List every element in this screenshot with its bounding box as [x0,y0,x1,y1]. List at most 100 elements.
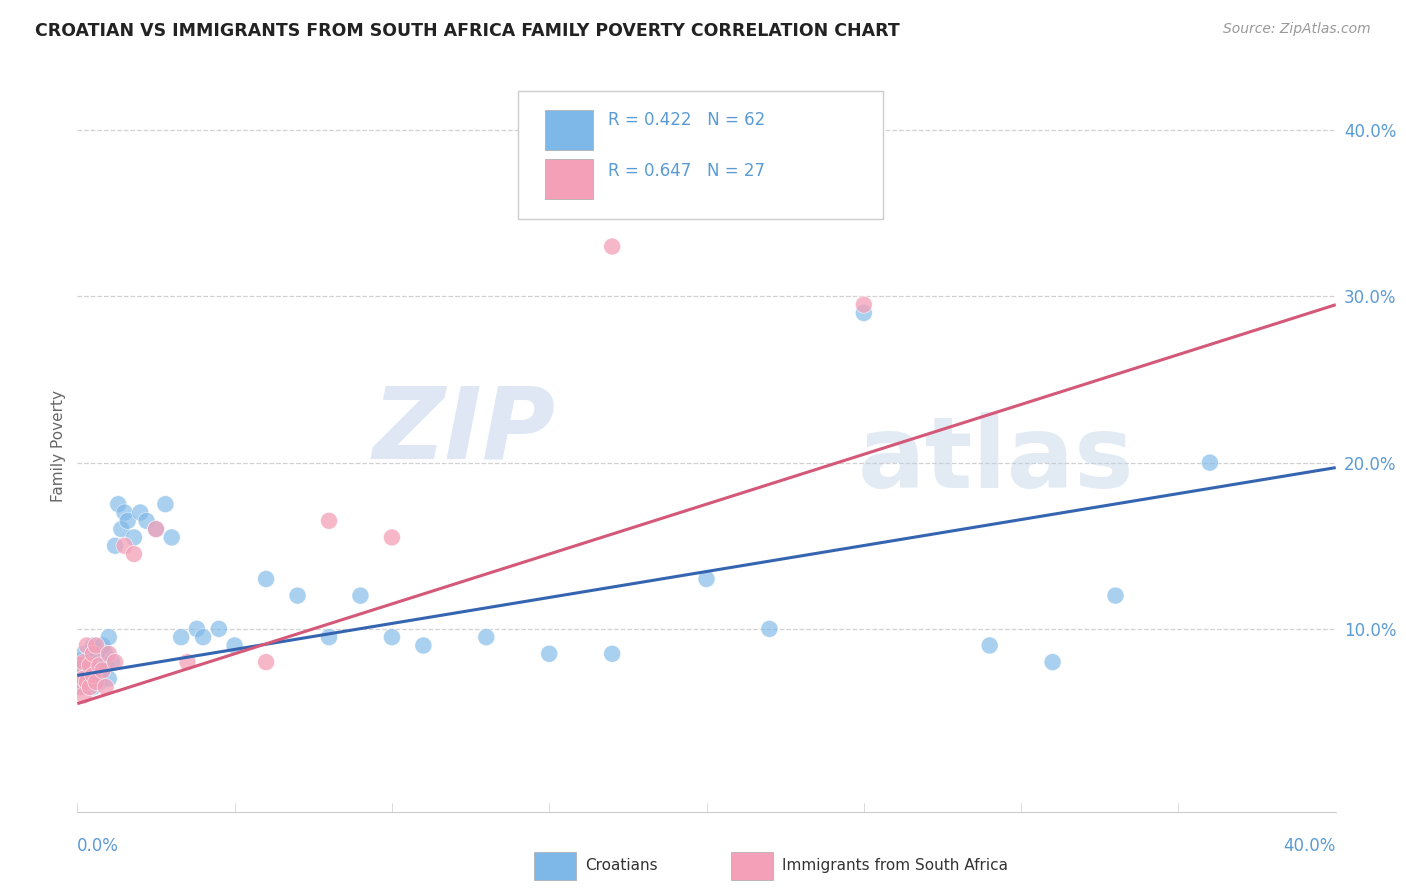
Point [176,655,198,669]
Point [600,239,623,253]
Point [76,675,98,690]
Point [72,658,94,673]
Point [79,664,101,678]
Point [89,675,111,690]
Point [97,647,120,661]
Point [852,306,875,320]
Point [69,680,91,694]
Point [94,658,117,673]
Text: 0.0%: 0.0% [77,837,120,855]
Point [76,668,98,682]
Point [254,572,277,586]
Point [89,655,111,669]
Point [208,622,231,636]
Point [107,497,129,511]
Point [145,522,167,536]
Point [79,658,101,673]
Point [91,664,114,678]
Point [170,630,193,644]
Point [69,664,91,678]
Point [69,668,91,682]
Point [89,668,111,682]
Point [72,655,94,669]
Point [84,672,107,686]
Point [76,655,98,669]
Point [191,630,215,644]
Point [224,639,246,653]
Point [122,530,145,544]
Point [104,655,127,669]
FancyBboxPatch shape [546,110,593,150]
Text: 40.0%: 40.0% [1284,837,1336,855]
Point [117,514,139,528]
Point [318,514,340,528]
FancyBboxPatch shape [517,91,883,219]
Point [349,589,371,603]
Point [82,639,104,653]
Point [696,572,718,586]
Point [69,655,91,669]
Point [110,522,132,536]
Text: Immigrants from South Africa: Immigrants from South Africa [782,858,1008,872]
Point [72,689,94,703]
Point [91,639,114,653]
Point [84,639,107,653]
Text: CROATIAN VS IMMIGRANTS FROM SOUTH AFRICA FAMILY POVERTY CORRELATION CHART: CROATIAN VS IMMIGRANTS FROM SOUTH AFRICA… [35,22,900,40]
Point [475,630,498,644]
Point [69,680,91,694]
Point [412,639,434,653]
Point [145,522,167,536]
Point [114,539,136,553]
Point [97,630,120,644]
Point [122,547,145,561]
Text: atlas: atlas [858,412,1135,509]
Point [318,630,340,644]
Point [114,506,136,520]
Point [79,652,101,666]
Point [82,680,104,694]
Point [82,668,104,682]
Point [1042,655,1064,669]
Point [852,298,875,312]
Point [1104,589,1126,603]
Text: Croatians: Croatians [585,858,658,872]
Point [538,647,561,661]
Point [979,639,1001,653]
Point [97,672,120,686]
Point [135,514,157,528]
Point [91,664,114,678]
Point [94,647,117,661]
Point [76,639,98,653]
Point [89,658,111,673]
FancyBboxPatch shape [546,159,593,199]
Point [155,497,177,511]
Point [72,664,94,678]
Text: R = 0.647   N = 27: R = 0.647 N = 27 [609,162,765,180]
Point [381,630,404,644]
Point [254,655,277,669]
Point [82,647,104,661]
Text: R = 0.422   N = 62: R = 0.422 N = 62 [609,111,766,129]
Point [79,680,101,694]
Point [101,655,124,669]
Point [600,647,623,661]
Point [82,658,104,673]
Point [72,675,94,690]
Point [129,506,152,520]
Point [76,675,98,690]
Y-axis label: Family Poverty: Family Poverty [51,390,66,502]
Point [72,647,94,661]
Point [72,672,94,686]
Point [381,530,404,544]
Text: ZIP: ZIP [373,383,555,480]
Point [94,680,117,694]
Point [758,622,780,636]
Text: Source: ZipAtlas.com: Source: ZipAtlas.com [1223,22,1371,37]
Point [84,675,107,690]
Point [104,539,127,553]
Point [160,530,183,544]
Point [186,622,208,636]
Point [79,675,101,690]
Point [76,672,98,686]
Point [84,664,107,678]
